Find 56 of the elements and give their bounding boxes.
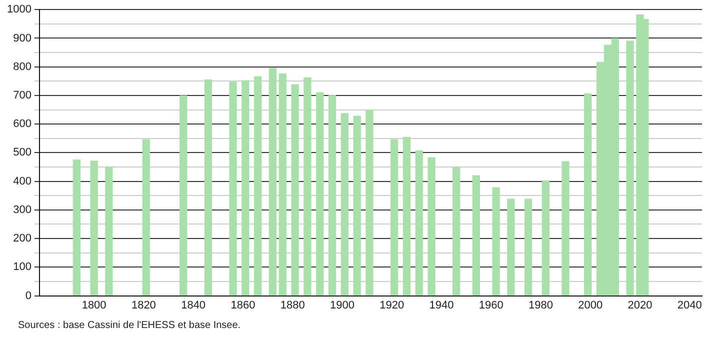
bar <box>390 139 398 296</box>
bar <box>242 80 250 296</box>
x-tick-label: 1920 <box>380 299 404 312</box>
y-tick-label: 300 <box>13 204 32 216</box>
bar <box>415 150 423 296</box>
x-tick-label: 1960 <box>478 299 504 312</box>
bar <box>268 67 277 296</box>
x-tick-label: 1940 <box>429 299 454 312</box>
y-tick-label: 700 <box>13 89 32 102</box>
bar <box>542 180 550 296</box>
bar <box>584 93 592 296</box>
bar <box>452 168 460 296</box>
bar <box>492 187 500 296</box>
bar <box>340 113 349 296</box>
bar <box>229 82 237 296</box>
bar <box>328 95 336 296</box>
y-tick-label: 600 <box>13 118 32 130</box>
bar <box>353 116 361 296</box>
bar <box>507 198 515 296</box>
y-tick-label: 800 <box>13 60 32 73</box>
bar <box>316 92 324 296</box>
x-tick-label: 1820 <box>131 299 156 312</box>
y-tick-label: 100 <box>13 261 32 274</box>
x-tick-label: 1800 <box>82 299 106 312</box>
x-tick-label: 1980 <box>528 299 553 312</box>
bar <box>304 77 312 296</box>
bar <box>72 160 81 296</box>
x-tick-label: 2040 <box>677 299 702 312</box>
bar <box>428 157 436 296</box>
bar <box>291 84 299 296</box>
bar <box>204 79 212 296</box>
y-tick-label: 0 <box>25 290 32 302</box>
bar <box>402 136 411 296</box>
bar <box>278 73 286 296</box>
x-tick-label: 1860 <box>230 299 256 312</box>
x-tick-label: 1880 <box>280 299 305 312</box>
x-tick-label: 1840 <box>181 299 206 312</box>
x-tick-label: 2000 <box>578 299 603 312</box>
bar <box>254 76 262 296</box>
x-tick-label: 1900 <box>330 299 354 312</box>
source-note: Sources : base Cassini de l'EHESS et base Insee. <box>18 320 241 331</box>
bar <box>90 160 98 296</box>
bar <box>105 166 113 296</box>
bar <box>626 40 634 296</box>
x-tick-label: 2020 <box>628 299 652 312</box>
bar <box>366 110 374 296</box>
bar <box>142 139 150 296</box>
bar <box>562 161 570 296</box>
bar <box>524 198 532 296</box>
y-tick-label: 1000 <box>6 4 32 16</box>
bar <box>472 175 480 296</box>
y-tick-label: 500 <box>13 146 32 159</box>
bar <box>180 95 188 296</box>
y-tick-label: 200 <box>13 232 32 245</box>
y-tick-label: 400 <box>13 175 32 188</box>
y-tick-label: 900 <box>13 32 32 44</box>
